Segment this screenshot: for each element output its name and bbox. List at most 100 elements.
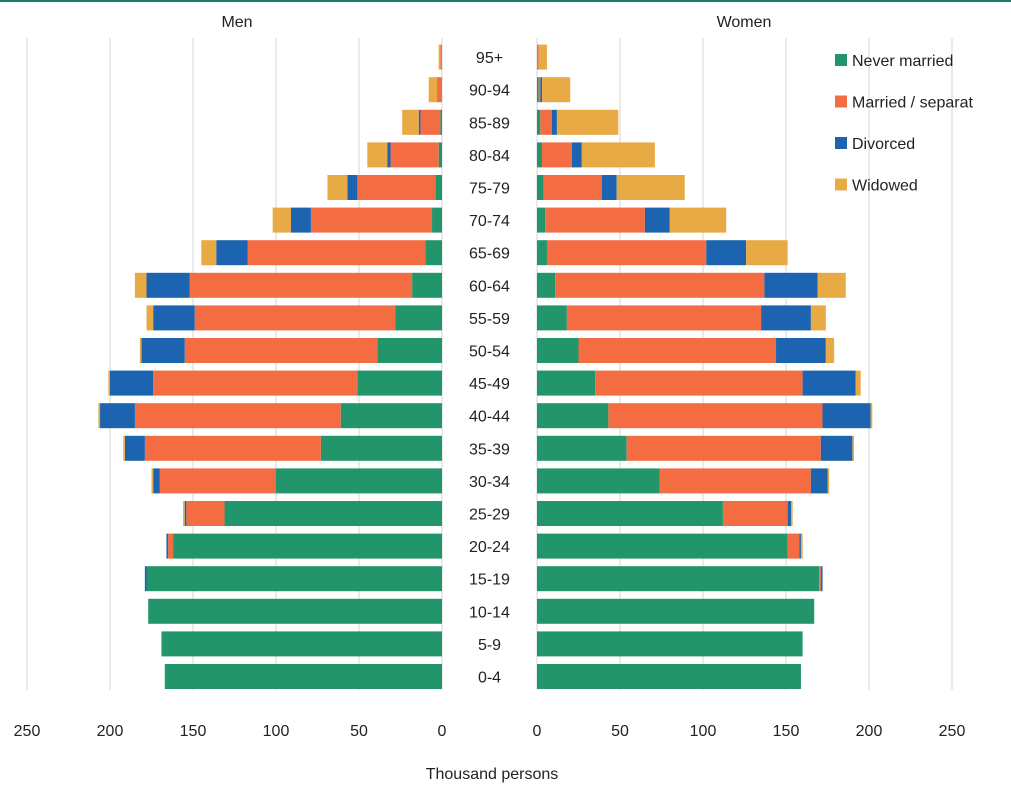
bar-men-25-29-married-separat — [186, 501, 225, 526]
tick-label-men-250: 250 — [14, 723, 41, 740]
bar-women-10-14-never-married — [537, 598, 815, 624]
bar-men-5-9-never-married — [161, 631, 442, 657]
bar-women-85-89-divorced — [551, 109, 557, 135]
bar-women-60-64-married-separat — [555, 272, 765, 298]
legend-swatch-2 — [835, 137, 847, 149]
legend-label-0: Never married — [852, 53, 953, 70]
legend-swatch-0 — [835, 54, 847, 66]
age-label-90-94: 90-94 — [469, 83, 510, 100]
age-label-80-84: 80-84 — [469, 148, 510, 165]
bar-women-45-49-never-married — [537, 370, 596, 396]
bar-women-25-29-divorced — [787, 501, 791, 526]
bar-women-20-24-never-married — [537, 533, 788, 559]
bar-men-45-49-widowed — [108, 370, 110, 396]
bar-men-10-14-never-married — [148, 598, 442, 624]
bar-men-75-79-never-married — [435, 175, 442, 200]
bar-men-85-89-never-married — [440, 109, 442, 135]
bar-women-70-74-widowed — [669, 207, 727, 233]
bar-men-35-39-widowed — [123, 435, 125, 461]
age-label-40-44: 40-44 — [469, 409, 510, 426]
bar-men-50-54-married-separat — [184, 338, 378, 363]
bar-men-60-64-divorced — [146, 272, 190, 298]
gridlines — [26, 38, 953, 690]
tick-labels: 0 0 50 50 100 100 150 150 200 200 250 250 — [14, 723, 966, 740]
legend-label-1: Married / separat — [852, 95, 973, 112]
age-label-45-49: 45-49 — [469, 376, 510, 393]
age-label-65-69: 65-69 — [469, 246, 510, 263]
bar-men-25-29-never-married — [224, 501, 442, 526]
bar-men-35-39-never-married — [320, 435, 442, 461]
bar-men-55-59-divorced — [153, 305, 195, 331]
bar-men-0-4-never-married — [164, 664, 442, 689]
bar-men-15-19-never-married — [146, 566, 442, 592]
bar-men-70-74-married-separat — [310, 207, 433, 233]
bar-women-15-19-married-separat — [819, 566, 821, 592]
bar-men-20-24-married-separat — [168, 533, 174, 559]
bar-women-45-49-widowed — [855, 370, 861, 396]
bar-men-30-34-divorced — [153, 468, 160, 494]
bar-men-50-54-never-married — [377, 338, 442, 363]
age-label-0-4: 0-4 — [478, 670, 501, 687]
bar-men-70-74-widowed — [272, 207, 291, 233]
bar-women-50-54-widowed — [825, 338, 835, 363]
bar-women-35-39-widowed — [852, 435, 855, 461]
bar-women-60-64-widowed — [817, 272, 846, 298]
bar-women-35-39-married-separat — [626, 435, 821, 461]
bar-men-50-54-divorced — [141, 338, 185, 363]
bar-men-55-59-married-separat — [194, 305, 396, 331]
bar-women-15-19-never-married — [537, 566, 820, 592]
legend-swatch-3 — [835, 178, 847, 191]
bar-men-80-84-married-separat — [390, 142, 439, 168]
bar-women-0-4-never-married — [537, 664, 801, 689]
bar-men-80-84-widowed — [367, 142, 388, 168]
tick-label-men-200: 200 — [97, 723, 124, 740]
age-label-55-59: 55-59 — [469, 311, 510, 328]
age-label-70-74: 70-74 — [469, 213, 510, 230]
age-label-60-64: 60-64 — [469, 278, 510, 295]
bar-men-35-39-married-separat — [144, 435, 321, 461]
bar-women-40-44-never-married — [537, 403, 609, 429]
bar-men-55-59-widowed — [146, 305, 154, 331]
bar-women-35-39-never-married — [537, 435, 627, 461]
bar-men-95+-widowed — [438, 44, 441, 70]
bar-men-85-89-divorced — [418, 109, 421, 135]
x-axis-title: Thousand persons — [426, 766, 559, 783]
tick-label-men-0: 0 — [438, 723, 447, 740]
bar-women-65-69-widowed — [746, 240, 788, 266]
bar-men-50-54-widowed — [139, 338, 142, 363]
bar-men-25-29-divorced — [184, 501, 187, 526]
bar-women-70-74-never-married — [537, 207, 546, 233]
bar-women-75-79-never-married — [537, 175, 544, 200]
bar-women-20-24-widowed — [800, 533, 803, 559]
bar-women-85-89-married-separat — [540, 109, 552, 135]
age-labels: 0-4 5-9 10-14 15-19 20-24 25-29 30-34 35-39 40-4… — [469, 50, 510, 686]
age-label-10-14: 10-14 — [469, 604, 510, 621]
bar-women-40-44-divorced — [822, 403, 871, 429]
bar-men-90-94-widowed — [428, 77, 438, 103]
bar-men-85-89-married-separat — [420, 109, 441, 135]
bar-women-35-39-divorced — [820, 435, 853, 461]
bar-men-70-74-divorced — [290, 207, 311, 233]
bar-women-90-94-married-separat — [538, 77, 541, 103]
age-label-5-9: 5-9 — [478, 637, 501, 654]
bar-men-60-64-never-married — [412, 272, 442, 298]
bar-women-30-34-divorced — [810, 468, 828, 494]
tick-label-men-100: 100 — [263, 723, 290, 740]
bar-men-85-89-widowed — [402, 109, 419, 135]
bar-women-60-64-never-married — [537, 272, 556, 298]
bar-women-85-89-never-married — [537, 109, 541, 135]
bar-women-55-59-divorced — [761, 305, 811, 331]
tick-label-women-100: 100 — [690, 723, 717, 740]
tick-label-women-50: 50 — [611, 723, 629, 740]
bar-men-45-49-divorced — [110, 370, 154, 396]
tick-label-women-250: 250 — [939, 723, 966, 740]
bars-men — [98, 44, 442, 689]
tick-label-women-200: 200 — [856, 723, 883, 740]
age-label-75-79: 75-79 — [469, 181, 510, 198]
tick-label-men-50: 50 — [350, 723, 368, 740]
bar-women-75-79-divorced — [601, 175, 617, 200]
bar-men-40-44-divorced — [100, 403, 135, 429]
bar-men-65-69-divorced — [216, 240, 248, 266]
panel-title-women: Women — [717, 14, 772, 31]
bar-men-30-34-married-separat — [159, 468, 276, 494]
